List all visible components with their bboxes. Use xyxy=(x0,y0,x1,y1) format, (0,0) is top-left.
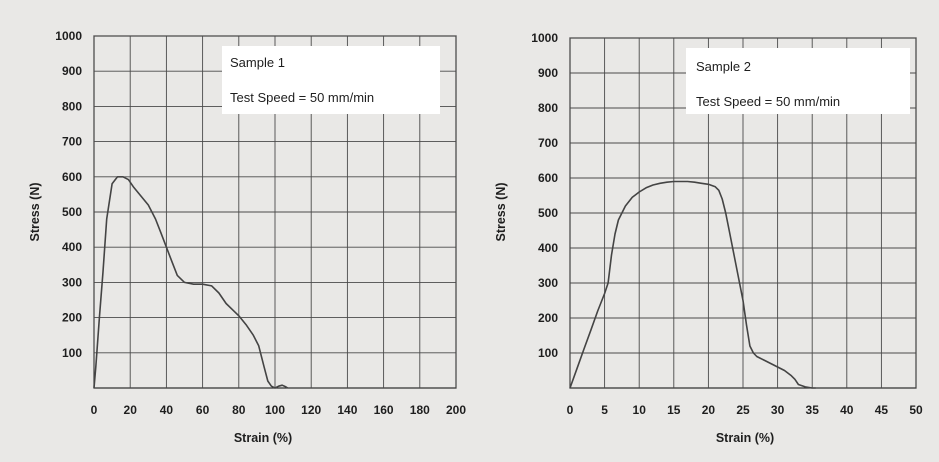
stress-strain-curve xyxy=(93,176,289,389)
x-tick-label: 60 xyxy=(196,403,210,417)
x-tick-label: 30 xyxy=(771,403,785,417)
x-tick-label: 100 xyxy=(265,403,285,417)
x-tick-label: 0 xyxy=(91,403,98,417)
chart-sample-2: 0 5 10 15 20 25 30 35 40 45 50 100 200 300 400 500 600 70… xyxy=(494,31,923,445)
y-tick-label: 500 xyxy=(538,206,558,220)
annotation-speed: Test Speed = 50 mm/min xyxy=(230,90,374,105)
y-tick-label: 400 xyxy=(538,241,558,255)
y-tick-label: 100 xyxy=(538,346,558,360)
x-tick-label: 25 xyxy=(736,403,750,417)
y-tick-label: 800 xyxy=(538,101,558,115)
y-tick-label: 200 xyxy=(62,311,82,325)
y-axis-title: Stress (N) xyxy=(28,182,42,241)
x-tick-label: 140 xyxy=(337,403,357,417)
tick-labels: 0 20 40 60 80 100 120 140 160 180 200 100 200 300 400 5… xyxy=(55,29,466,417)
y-tick-label: 600 xyxy=(538,171,558,185)
y-tick-label: 800 xyxy=(62,99,82,113)
y-tick-label: 400 xyxy=(62,240,82,254)
annotation-box xyxy=(686,48,910,114)
x-tick-label: 200 xyxy=(446,403,466,417)
y-tick-label: 700 xyxy=(538,136,558,150)
annotation-sample: Sample 2 xyxy=(696,59,751,74)
y-tick-label: 500 xyxy=(62,205,82,219)
grid-lines xyxy=(569,37,917,388)
y-tick-label: 300 xyxy=(538,276,558,290)
y-tick-label: 1000 xyxy=(55,29,82,43)
x-tick-label: 50 xyxy=(909,403,923,417)
grid-lines xyxy=(93,35,457,388)
y-tick-label: 600 xyxy=(62,170,82,184)
x-tick-label: 0 xyxy=(567,403,574,417)
x-tick-label: 160 xyxy=(374,403,394,417)
y-tick-label: 900 xyxy=(538,66,558,80)
y-tick-label: 900 xyxy=(62,64,82,78)
x-tick-label: 35 xyxy=(806,403,820,417)
x-axis-title: Strain (%) xyxy=(716,431,774,445)
y-tick-label: 100 xyxy=(62,346,82,360)
tick-labels: 0 5 10 15 20 25 30 35 40 45 50 100 200 300 400 500 600 70… xyxy=(531,31,923,417)
chart-sample-1: 0 20 40 60 80 100 120 140 160 180 200 100 200 300 400 5… xyxy=(28,29,466,445)
annotation-box xyxy=(222,46,440,114)
x-tick-label: 40 xyxy=(160,403,174,417)
y-tick-label: 700 xyxy=(62,135,82,149)
x-tick-label: 20 xyxy=(124,403,138,417)
x-tick-label: 5 xyxy=(601,403,608,417)
y-tick-label: 200 xyxy=(538,311,558,325)
x-tick-label: 120 xyxy=(301,403,321,417)
x-axis-title: Strain (%) xyxy=(234,431,292,445)
x-tick-label: 80 xyxy=(232,403,246,417)
x-tick-label: 45 xyxy=(875,403,889,417)
x-tick-label: 180 xyxy=(410,403,430,417)
x-tick-label: 40 xyxy=(840,403,854,417)
annotation-sample: Sample 1 xyxy=(230,55,285,70)
x-tick-label: 20 xyxy=(702,403,716,417)
x-tick-label: 15 xyxy=(667,403,681,417)
x-tick-label: 10 xyxy=(633,403,647,417)
y-tick-label: 1000 xyxy=(531,31,558,45)
annotation-speed: Test Speed = 50 mm/min xyxy=(696,94,840,109)
y-axis-title: Stress (N) xyxy=(494,182,508,241)
y-tick-label: 300 xyxy=(62,275,82,289)
stress-strain-curve xyxy=(569,180,816,389)
